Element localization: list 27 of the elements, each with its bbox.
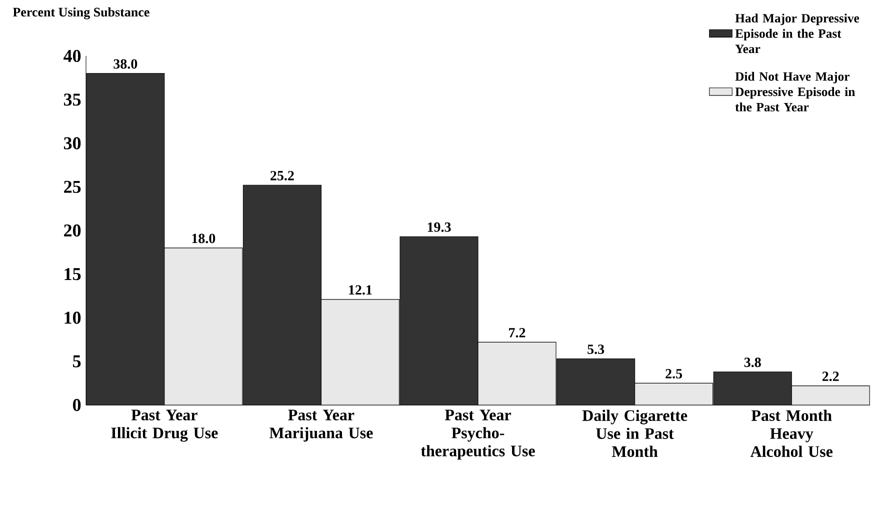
data-label: 2.5 (666, 369, 682, 378)
data-label: 38.0 (114, 59, 138, 69)
y-tick-label: 20 (64, 224, 81, 237)
y-tick-label: 35 (64, 94, 81, 106)
data-label: 18.0 (192, 234, 216, 244)
x-tick-label: Past Year Psycho-therapeutics Use (420, 410, 535, 460)
data-label: 19.3 (428, 222, 451, 232)
data-label: 12.1 (349, 285, 372, 295)
x-tick-label: Past Year Illicit Drug Use (111, 410, 218, 442)
y-tick-label: 5 (73, 355, 81, 368)
x-tick-label: Daily Cigarette Use in Past Month (582, 410, 688, 457)
x-tick-label: Past Month Heavy Alcohol Use (750, 410, 833, 457)
y-tick-label: 30 (64, 137, 81, 150)
data-label: 3.8 (744, 358, 761, 368)
x-tick-label: Past Year Marijuana Use (269, 410, 373, 442)
y-tick-label: 10 (64, 312, 81, 324)
y-tick-label: 25 (64, 180, 81, 193)
data-label: 2.2 (822, 372, 839, 382)
y-tick-label: 15 (64, 268, 81, 280)
data-label: 7.2 (509, 328, 526, 338)
data-label: 5.3 (588, 344, 604, 354)
legend-label: Had Major Depressive Episode in the Past Year (735, 14, 860, 54)
y-tick-label: 40 (64, 50, 81, 62)
y-tick-label: 0 (72, 398, 81, 412)
legend-label: Did Not Have Major Depressive Episode in the Past Year (735, 72, 855, 112)
data-label: 25.2 (270, 170, 294, 180)
y-axis-title: Percent Using Substance (12, 7, 150, 20)
